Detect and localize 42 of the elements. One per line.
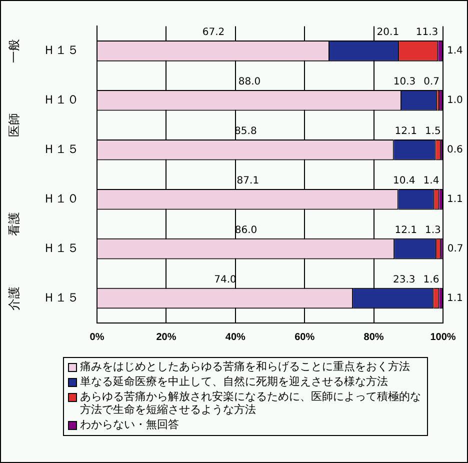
data-label: 11.3 [416,27,438,38]
x-tick-label: 60% [294,332,315,343]
data-label: 12.1 [394,225,418,236]
x-tick-label: 20% [156,332,176,343]
text: 介護 [7,286,22,310]
y-tick-label: Ｈ１０ [43,192,79,206]
data-label: 1.4 [447,46,463,57]
x-tick-label: 100% [430,332,456,343]
data-label: 86.0 [234,225,258,236]
x-tick-label: 40% [225,332,246,343]
data-label: 0.7 [424,76,440,88]
data-label: 0.6 [447,144,463,156]
text: 医師 [7,113,22,138]
legend-label: 痛みをはじめとしたあらゆる苦痛を和らげることに重点をおく方法 [80,360,410,373]
data-label: 1.5 [425,126,441,138]
y-tick-label: Ｈ１０ [43,92,79,107]
data-label: 88.0 [238,76,261,88]
y-tick-label: Ｈ１５ [43,241,79,256]
data-label: 1.0 [447,94,463,106]
text: 看護 [7,212,22,236]
data-label: 23.3 [393,274,416,286]
y-tick-label: Ｈ１５ [43,142,79,156]
data-label: 12.1 [394,126,418,138]
data-label: 87.1 [236,176,260,187]
data-label: 0.7 [447,243,464,254]
x-tick-label: 80% [364,332,384,343]
text: 一般 [7,38,22,63]
data-label: 1.3 [425,225,441,236]
legend-label: 単なる延命医療を中止して、自然に死期を迎えさせる様な方法 [80,375,388,388]
data-label: 10.4 [393,176,416,187]
data-label: 1.1 [447,292,463,304]
x-tick-label: 0% [90,332,104,343]
legend-label: あらゆる苦痛から解放され安楽になるために、医師によって積極的な方法で生命を短縮させるような方法 [80,390,422,416]
data-label: 67.2 [202,27,225,38]
data-label: 1.1 [447,194,463,205]
data-label: 20.1 [376,27,400,38]
y-tick-label: Ｈ１５ [43,43,79,58]
legend-label: わからない・無回答 [80,418,179,431]
data-label: 1.4 [423,176,440,187]
y-tick-label: Ｈ１５ [43,290,79,305]
data-label: 10.3 [393,76,416,88]
data-label: 1.6 [423,274,440,286]
